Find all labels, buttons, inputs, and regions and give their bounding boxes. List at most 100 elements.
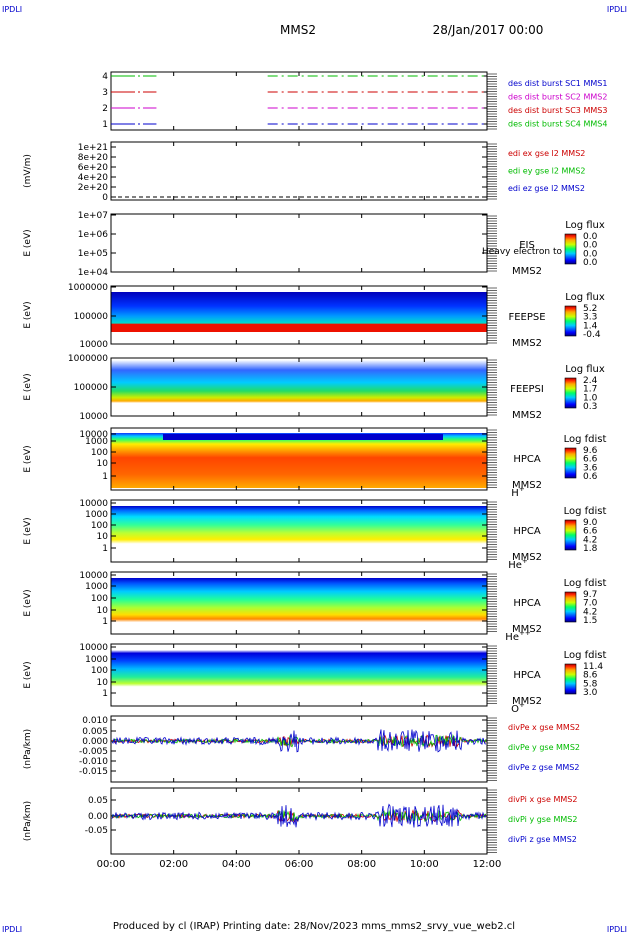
instrument-label: FEEPSI (510, 384, 544, 395)
colorbar-tick-label: 0.0 (583, 249, 598, 259)
colorbar-tick-label: 1.4 (583, 321, 598, 331)
y-tick-label: 3 (102, 88, 108, 98)
y-tick-label: 1000000 (68, 354, 108, 364)
colorbar-tick-label: 2.4 (583, 376, 598, 386)
panel-frame (110, 715, 488, 783)
species-charge: ++ (519, 629, 531, 637)
colorbar-tick-label: 4.2 (583, 535, 597, 545)
y-tick-label: 4e+20 (78, 173, 109, 183)
instrument-label: HPCA (513, 526, 541, 537)
y-tick-label: 10 (97, 678, 109, 688)
y-tick-label: 10 (97, 606, 109, 616)
colorbar-title: Log flux (565, 220, 605, 231)
y-axis-label: E (eV) (23, 445, 33, 472)
feepse-spectrogram (111, 286, 487, 332)
instrument-label: FEEPSE (508, 312, 545, 323)
y-tick-label: 10000 (79, 430, 108, 440)
colorbar-tick-label: 0.6 (583, 472, 598, 482)
feepsi-spectrogram (111, 360, 487, 410)
species-charge: + (522, 557, 528, 565)
y-tick-label: 0 (102, 193, 108, 203)
legend-entry: edi ey gse l2 MMS2 (508, 167, 586, 176)
legend-entry: des dist burst SC3 MMS3 (508, 106, 607, 115)
colorbar-scale (564, 233, 577, 265)
y-axis-label: (nPa/km) (23, 801, 33, 841)
species-label: H+ (511, 485, 525, 499)
legend-entry: edi ex gse l2 MMS2 (508, 149, 585, 158)
y-tick-label: 0.00 (88, 812, 108, 822)
y-tick-label: 0.005 (82, 727, 108, 737)
divp-trace (111, 803, 487, 828)
colorbar-tick-label: 0.0 (583, 241, 598, 251)
y-axis-label: E (eV) (23, 301, 33, 328)
corner-label-bl: IPDLI (2, 925, 22, 934)
x-tick-label: 00:00 (97, 859, 126, 870)
colorbar-tick-label: 1.5 (583, 616, 597, 626)
species-name: O (511, 704, 519, 715)
y-tick-label: 0.05 (88, 796, 108, 806)
x-tick-label: 10:00 (410, 859, 439, 870)
y-tick-label: 1e+05 (78, 249, 108, 259)
colorbar-tick-label: 6.6 (583, 455, 598, 465)
y-tick-label: 8e+20 (78, 153, 109, 163)
y-tick-label: 2e+20 (78, 183, 109, 193)
colorbar-scale (564, 305, 577, 337)
spacecraft-label: MMS2 (512, 480, 542, 491)
legend-entry: des dist burst SC2 MMS2 (508, 92, 607, 101)
legend-entry: des dist burst SC1 MMS1 (508, 79, 607, 88)
y-tick-label: -0.05 (85, 826, 108, 836)
colorbar-tick-label: 3.0 (583, 688, 598, 698)
y-tick-label: 1000 (85, 655, 108, 665)
colorbar-title: Log flux (565, 364, 605, 375)
y-tick-label: 1e+04 (78, 268, 109, 278)
instrument-label: EIS (519, 240, 535, 251)
y-tick-label: 1 (102, 617, 108, 627)
legend-entry: divPi x gse MMS2 (508, 795, 577, 804)
colorbar-tick-label: 5.8 (583, 679, 598, 689)
y-axis-label: E (eV) (23, 517, 33, 544)
y-tick-label: 1 (102, 120, 108, 130)
species-label: He++ (505, 629, 531, 643)
y-tick-label: 1e+06 (78, 230, 109, 240)
y-tick-label: 10000 (79, 499, 108, 509)
y-tick-label: 100 (91, 448, 108, 458)
y-tick-label: -0.010 (79, 757, 108, 767)
panel-frame (110, 213, 488, 273)
colorbar-tick-label: 3.6 (583, 463, 598, 473)
colorbar-tick-label: 9.0 (583, 518, 598, 528)
y-tick-label: 10000 (79, 571, 108, 581)
species-label: O+ (511, 701, 525, 715)
y-tick-label: 2 (102, 104, 108, 114)
y-tick-label: 100 (91, 666, 108, 676)
y-tick-label: 100 (91, 521, 108, 531)
spacecraft-label: MMS2 (512, 696, 542, 707)
species-name: H (511, 488, 519, 499)
spacecraft-label: MMS2 (512, 266, 542, 277)
x-tick-label: 08:00 (347, 859, 376, 870)
y-tick-label: 100000 (74, 312, 109, 322)
y-tick-label: 6e+20 (78, 163, 109, 173)
y-axis-label: E (eV) (23, 373, 33, 400)
colorbar-title: Log fdist (564, 578, 607, 589)
y-tick-label: 1000000 (68, 283, 108, 293)
y-tick-label: 100000 (74, 383, 109, 393)
colorbar-tick-label: 0.3 (583, 402, 597, 412)
x-tick-label: 02:00 (159, 859, 188, 870)
colorbar-tick-label: 9.6 (583, 446, 598, 456)
colorbar-scale (564, 591, 577, 623)
colorbar-title: Log fdist (564, 434, 607, 445)
divp-trace (111, 729, 487, 753)
hpca-o-plus-spectrogram (111, 650, 487, 704)
y-tick-label: -0.005 (79, 747, 108, 757)
colorbar-tick-label: 11.4 (583, 662, 603, 672)
y-tick-label: 1 (102, 544, 108, 554)
colorbar-tick-label: 5.2 (583, 304, 597, 314)
colorbar-scale (564, 377, 577, 409)
instrument-label: HPCA (513, 454, 541, 465)
y-tick-label: 1e+07 (78, 211, 108, 221)
panel-frame (110, 141, 488, 201)
